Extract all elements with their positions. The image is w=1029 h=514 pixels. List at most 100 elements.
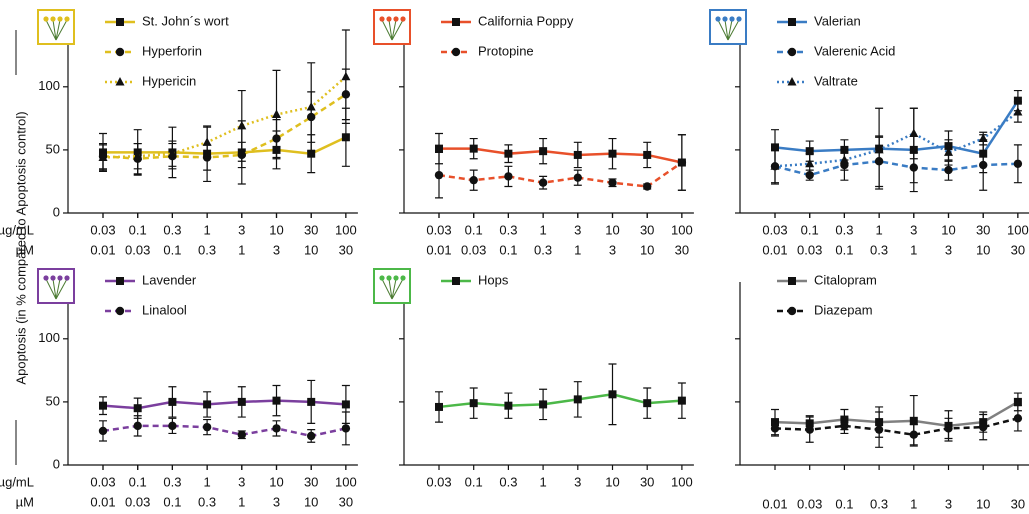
plant-icon-flower: [64, 16, 70, 22]
plant-icon-flower: [722, 16, 728, 22]
marker: [237, 430, 246, 439]
legend-label: Lavender: [142, 272, 197, 287]
marker: [272, 396, 281, 405]
marker: [909, 430, 918, 439]
marker: [1013, 159, 1023, 168]
marker: [115, 306, 125, 316]
plant-icon-stem: [381, 278, 393, 300]
marker: [504, 172, 513, 181]
series-line: [438, 393, 682, 409]
x-tick-label: 0.03: [90, 474, 115, 489]
plant-icon-stem: [52, 19, 57, 41]
series-line: [102, 399, 346, 410]
marker: [770, 161, 780, 170]
legend-label: Valerenic Acid: [814, 43, 895, 58]
series-line: [102, 75, 347, 159]
x-tick-label: 0.3: [163, 222, 181, 237]
y-tick-label: 100: [38, 330, 60, 345]
plant-icon-flower: [400, 275, 406, 281]
x-tick-label: 10: [605, 474, 619, 489]
legend-label: Linalool: [142, 302, 187, 317]
marker: [771, 143, 779, 152]
marker: [573, 173, 582, 182]
marker: [272, 424, 281, 433]
x-tick-label: 3: [273, 242, 280, 257]
plant-icon-stem: [55, 278, 61, 300]
plant-icon-stem: [391, 278, 397, 300]
x-tick-label: 0.01: [90, 494, 115, 509]
y-tick-label: 0: [53, 204, 60, 219]
y-tick-label: 50: [46, 141, 60, 156]
x-tick-label: 1: [910, 496, 917, 511]
x-tick-label: 30: [304, 474, 318, 489]
marker: [788, 277, 796, 285]
series-line: [774, 111, 1019, 168]
marker: [341, 133, 350, 142]
x-tick-label: 0.3: [198, 494, 216, 509]
series-line: [438, 161, 683, 188]
marker: [539, 147, 548, 156]
marker: [839, 154, 849, 164]
marker: [116, 18, 124, 26]
x-tick-label: 0.1: [465, 474, 483, 489]
series-line: [103, 136, 347, 155]
marker: [272, 109, 281, 119]
marker: [452, 18, 460, 26]
x-tick-label: 0.1: [835, 242, 853, 257]
marker: [805, 425, 814, 434]
series-line: [102, 93, 347, 160]
plant-icon-flower: [715, 16, 721, 22]
marker: [202, 137, 212, 146]
legend-label: California Poppy: [478, 13, 574, 28]
x-tick-label: 3: [609, 242, 616, 257]
x-tick-label: 0.3: [499, 222, 517, 237]
marker: [133, 151, 143, 160]
x-tick-label: 10: [269, 474, 283, 489]
marker: [677, 158, 687, 167]
marker: [608, 178, 617, 187]
x-tick-label: 0.1: [499, 242, 517, 257]
series-line: [774, 99, 1019, 156]
x-tick-label: 30: [640, 474, 654, 489]
marker: [237, 120, 247, 130]
marker: [504, 149, 513, 158]
x-tick-label: 10: [605, 222, 619, 237]
plant-icon-stem: [717, 19, 729, 41]
plant-icon-flower: [393, 16, 399, 22]
x-tick-label: 0.03: [461, 242, 486, 257]
marker: [573, 395, 582, 404]
x-tick-label: 0.03: [90, 222, 115, 237]
marker: [944, 424, 953, 433]
x-tick-label: 100: [1007, 222, 1029, 237]
plant-icon-stem: [55, 278, 68, 300]
x-tick-label: 0.03: [797, 242, 822, 257]
marker: [787, 47, 797, 57]
marker: [979, 422, 988, 432]
plant-icon-flower: [43, 16, 49, 22]
marker: [434, 170, 444, 180]
marker: [133, 421, 142, 431]
marker: [504, 401, 513, 410]
series-line: [774, 159, 1018, 177]
marker: [538, 178, 548, 187]
x-tick-label: 0.1: [801, 222, 819, 237]
x-tick-label: 1: [203, 474, 210, 489]
marker: [469, 399, 478, 408]
x-tick-label: 30: [304, 222, 318, 237]
marker: [770, 424, 780, 433]
legend-label: Citalopram: [814, 272, 877, 287]
x-tick-label: 3: [945, 242, 952, 257]
x-tick-label: 10: [640, 242, 654, 257]
marker: [788, 18, 796, 26]
plant-icon-stem: [45, 19, 57, 41]
series-line: [774, 400, 1019, 428]
marker: [1013, 107, 1023, 116]
y-tick-label: 100: [38, 78, 60, 93]
marker: [99, 401, 107, 410]
marker: [237, 397, 246, 406]
x-tick-label: 1: [539, 222, 546, 237]
plant-icon-stem: [388, 278, 393, 300]
x-tick-label: 1: [574, 242, 581, 257]
marker: [978, 133, 988, 143]
